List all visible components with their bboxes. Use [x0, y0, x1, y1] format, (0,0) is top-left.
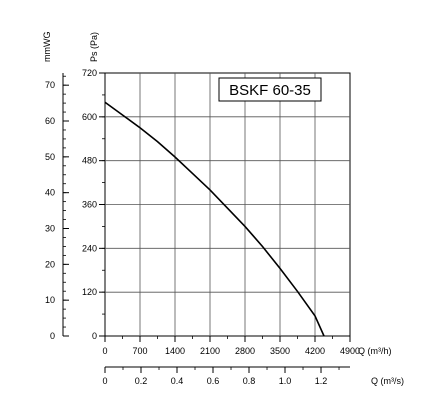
y-inner-axis-label: Ps (Pa) — [89, 32, 99, 62]
y-inner-tick-label: 240 — [82, 243, 97, 253]
chart-title-box — [218, 77, 322, 102]
y-outer-tick-label: 0 — [50, 331, 55, 341]
x-axis-label-secondary: Q (m³/s) — [371, 376, 404, 386]
x2-tick-label: 0.4 — [171, 376, 184, 386]
title-layer: BSKF 60-35 — [218, 77, 322, 102]
curve-layer — [104, 101, 325, 337]
x-tick-label: 700 — [132, 346, 147, 356]
x2-tick-label: 0.8 — [243, 376, 256, 386]
y-outer-tick-label: 40 — [45, 188, 55, 198]
y-outer-tick-label: 60 — [45, 116, 55, 126]
x-axis-label-primary: Q (m³/h) — [358, 346, 392, 356]
y-inner-tick-label: 480 — [82, 156, 97, 166]
x-tick-label: 2800 — [235, 346, 255, 356]
x-tick-label: 4900 — [340, 346, 360, 356]
chart-title: BSKF 60-35 — [229, 82, 311, 99]
y-outer-tick-label: 30 — [45, 224, 55, 234]
x-tick-label: 4200 — [305, 346, 325, 356]
x2-tick-label: 0.6 — [207, 376, 220, 386]
y-outer-tick-label: 70 — [45, 80, 55, 90]
y-inner-tick-label: 600 — [82, 112, 97, 122]
x2-tick-label: 0 — [102, 376, 107, 386]
x-tick-label: 0 — [102, 346, 107, 356]
x2-tick-label: 1.0 — [279, 376, 292, 386]
x2-tick-label: 1.2 — [315, 376, 328, 386]
y-outer-tick-label: 20 — [45, 259, 55, 269]
x-tick-label: 3500 — [270, 346, 290, 356]
y-outer-tick-label: 50 — [45, 152, 55, 162]
y-inner-tick-label: 720 — [82, 68, 97, 78]
y-outer-axis-label: mmWG — [42, 32, 52, 63]
x-tick-label: 1400 — [165, 346, 185, 356]
y-inner-tick-label: 120 — [82, 287, 97, 297]
y-outer-tick-label: 10 — [45, 295, 55, 305]
y-inner-tick-label: 360 — [82, 200, 97, 210]
y-inner-tick-label: 0 — [92, 331, 97, 341]
grid-layer — [104, 72, 351, 337]
x2-tick-label: 0.2 — [135, 376, 148, 386]
x-tick-label: 2100 — [200, 346, 220, 356]
performance-curve — [104, 101, 325, 337]
